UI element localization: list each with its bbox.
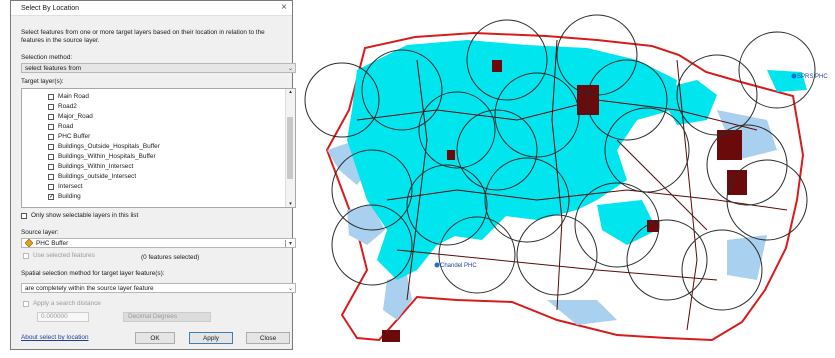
close-icon[interactable]: × bbox=[281, 2, 287, 13]
source-layer-value: PHC Buffer bbox=[36, 239, 69, 247]
target-layer-item[interactable]: Intersect bbox=[48, 182, 83, 191]
layer-checkbox[interactable] bbox=[48, 183, 54, 190]
map-view[interactable]: SPRS PHC Chandel PHC bbox=[297, 0, 835, 358]
target-layer-item[interactable]: Buildings_Within_Hospitals_Buffer bbox=[48, 152, 156, 161]
target-layer-item[interactable]: Major_Road bbox=[48, 112, 93, 121]
layer-checkbox[interactable] bbox=[48, 143, 54, 150]
ok-button[interactable]: OK bbox=[135, 332, 175, 344]
search-distance-input[interactable]: 0.000000 bbox=[37, 312, 89, 322]
use-selected-option[interactable]: Use selected features bbox=[23, 252, 95, 259]
chevron-down-icon: ⌄ bbox=[287, 65, 294, 72]
target-layers-label: Target layer(s): bbox=[21, 78, 64, 85]
phc-map-label: Chandel PHC bbox=[440, 263, 477, 269]
scroll-up-icon[interactable]: ▴ bbox=[289, 89, 292, 95]
use-selected-checkbox[interactable] bbox=[23, 252, 29, 259]
layer-checkbox[interactable] bbox=[48, 123, 54, 130]
search-distance-option[interactable]: Apply a search distance bbox=[23, 300, 101, 307]
layer-label: Buildings_Within_Intersect bbox=[58, 163, 134, 170]
dialog-description: Select features from one or more target … bbox=[21, 29, 265, 44]
chevron-down-icon: ⌄ bbox=[287, 285, 294, 292]
phc-point-markers bbox=[434, 73, 797, 268]
layer-checkbox-checked[interactable]: ✓ bbox=[48, 193, 55, 200]
target-layer-item[interactable]: Buildings_Outside_Hospitals_Buffer bbox=[48, 142, 160, 151]
spatial-method-value: are completely within the source layer f… bbox=[25, 284, 154, 292]
source-layer-label: Source layer: bbox=[21, 229, 59, 236]
layer-checkbox[interactable] bbox=[48, 93, 54, 100]
phc-buffer-layer bbox=[304, 14, 816, 311]
phc-map-label: SPRS PHC bbox=[797, 74, 828, 80]
features-selected-count: (0 features selected) bbox=[141, 254, 200, 261]
scroll-thumb[interactable] bbox=[287, 117, 293, 179]
target-layer-item[interactable]: Buildings_Within_Intersect bbox=[48, 162, 133, 171]
search-distance-checkbox[interactable] bbox=[23, 300, 29, 307]
target-layer-item[interactable]: ✓ Building bbox=[48, 192, 81, 201]
dialog-title: Select By Location bbox=[21, 4, 79, 12]
spatial-method-label: Spatial selection method for target laye… bbox=[21, 270, 165, 277]
spatial-method-dropdown[interactable]: are completely within the source layer f… bbox=[21, 283, 296, 293]
layer-label: Buildings_Within_Hospitals_Buffer bbox=[58, 153, 156, 160]
target-layer-item[interactable]: Main Road bbox=[48, 92, 89, 101]
selection-method-label: Selection method: bbox=[21, 54, 73, 61]
layer-label: Main Road bbox=[58, 93, 89, 100]
target-layers-list[interactable]: Main Road Road2 Major_Road Road PHC Buff… bbox=[21, 88, 296, 208]
distance-units-dropdown[interactable]: Decimal Degrees bbox=[123, 312, 211, 322]
only-selectable-checkbox[interactable] bbox=[21, 212, 27, 219]
layer-label: Buildings_Outside_Hospitals_Buffer bbox=[58, 143, 160, 150]
selection-method-dropdown[interactable]: select features from ⌄ bbox=[21, 63, 296, 73]
target-layer-item[interactable]: Buildings_outside_Intersect bbox=[48, 172, 136, 181]
target-layer-item[interactable]: Road bbox=[48, 122, 73, 131]
polygon-layer-icon bbox=[25, 239, 33, 247]
settlement-cluster-layer bbox=[382, 60, 747, 342]
layer-list-scrollbar[interactable]: ▴ ▾ bbox=[285, 89, 295, 207]
chevron-down-icon: ▾ bbox=[285, 239, 295, 247]
layer-label: Road2 bbox=[58, 103, 77, 110]
layer-checkbox[interactable] bbox=[48, 113, 54, 120]
about-select-by-location-link[interactable]: About select by location bbox=[21, 334, 89, 341]
layer-label: Building bbox=[58, 193, 81, 200]
layer-checkbox[interactable] bbox=[48, 163, 54, 170]
search-distance-label: Apply a search distance bbox=[33, 300, 101, 307]
layer-checkbox[interactable] bbox=[48, 153, 54, 160]
layer-checkbox[interactable] bbox=[48, 133, 54, 140]
use-selected-label: Use selected features bbox=[33, 252, 95, 259]
layer-label: Road bbox=[58, 123, 74, 130]
apply-button[interactable]: Apply bbox=[189, 332, 233, 344]
only-selectable-label: Only show selectable layers in this list bbox=[31, 212, 139, 219]
layer-checkbox[interactable] bbox=[48, 173, 54, 180]
selection-method-value: select features from bbox=[25, 64, 82, 72]
layer-label: Intersect bbox=[58, 183, 83, 190]
target-layer-item[interactable]: Road2 bbox=[48, 102, 77, 111]
target-layer-item[interactable]: PHC Buffer bbox=[48, 132, 90, 141]
layer-label: Major_Road bbox=[58, 113, 93, 120]
close-button[interactable]: Close bbox=[246, 332, 290, 344]
source-layer-dropdown[interactable]: PHC Buffer ▾ bbox=[21, 238, 296, 248]
dialog-titlebar: Select By Location × bbox=[11, 1, 292, 16]
layer-label: PHC Buffer bbox=[58, 133, 91, 140]
select-by-location-dialog: Select By Location × Select features fro… bbox=[10, 0, 296, 350]
only-selectable-option[interactable]: Only show selectable layers in this list bbox=[21, 212, 138, 219]
layer-checkbox[interactable] bbox=[48, 103, 54, 110]
scroll-down-icon[interactable]: ▾ bbox=[289, 201, 292, 207]
layer-label: Buildings_outside_Intersect bbox=[58, 173, 137, 180]
